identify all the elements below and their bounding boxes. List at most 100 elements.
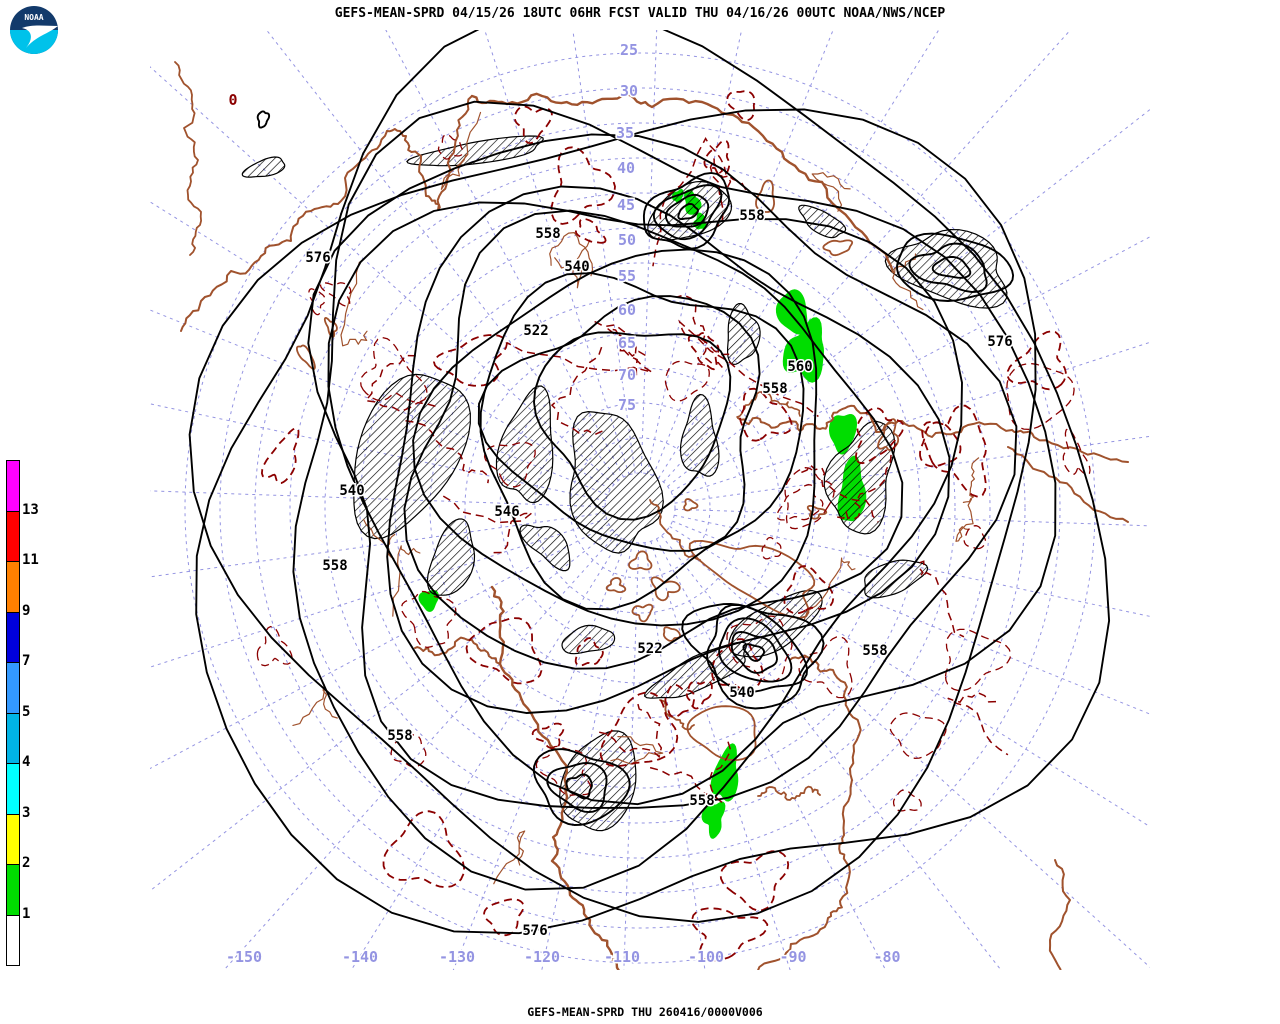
- vorticity-contour: [837, 443, 898, 521]
- vorticity-hatch-patch: [519, 524, 571, 572]
- height-contour: [533, 331, 732, 521]
- vorticity-contour: [776, 484, 824, 521]
- latitude-label: 65: [618, 334, 636, 352]
- coastline: [386, 95, 473, 211]
- vorticity-contour: [1062, 428, 1091, 476]
- caption-line-1: GEFS-MEAN-SPRD THU 260416/0000V006: [527, 1005, 763, 1019]
- vorticity-contour: [607, 327, 646, 376]
- spread-fill-patch: [701, 801, 726, 839]
- height-contour-label: 558: [387, 728, 412, 744]
- spread-fill-patch: [710, 743, 739, 802]
- river-line: [340, 261, 368, 347]
- river-line: [803, 557, 856, 621]
- coastline: [414, 636, 501, 665]
- vorticity-hatch-patch: [406, 135, 544, 167]
- vorticity-contour: [892, 789, 922, 812]
- meridian-line: [223, 533, 617, 970]
- colorbar-segment: [6, 864, 20, 916]
- colorbar-label: 7: [22, 653, 31, 669]
- coastline: [649, 499, 701, 561]
- longitude-label: -150: [226, 948, 262, 966]
- vorticity-hatch-patch: [561, 624, 616, 655]
- noaa-logo-sea: [10, 30, 58, 54]
- longitude-label: -130: [439, 948, 475, 966]
- vorticity-contour: [1006, 330, 1067, 391]
- river-line: [440, 111, 482, 190]
- height-contour-closed: [532, 748, 631, 826]
- height-contour-closed: [642, 171, 731, 250]
- height-contour-label: 558: [762, 381, 787, 397]
- colorbar-segment: [6, 763, 20, 815]
- height-contour-closed: [931, 256, 972, 279]
- vorticity-contour: [649, 741, 732, 805]
- height-contour-label: 576: [522, 923, 547, 939]
- height-contour-closed: [706, 603, 809, 693]
- colorbar-segment: [6, 662, 20, 714]
- colorbar-label: 2: [22, 855, 31, 871]
- river-line: [549, 232, 594, 277]
- height-contour: [188, 108, 1037, 923]
- height-contour: [403, 209, 904, 670]
- colorbar-segment: [6, 510, 20, 562]
- coastline: [1048, 859, 1071, 970]
- coastline-island: [296, 344, 316, 370]
- colorbar-label: 1: [22, 905, 31, 922]
- vorticity-contour: [691, 907, 769, 962]
- latitude-circle: [254, 122, 1026, 894]
- coastline-island: [631, 603, 654, 623]
- colorbar-label: 4: [22, 754, 31, 770]
- colorbar-label: 13: [22, 501, 39, 518]
- river-line: [292, 684, 338, 726]
- vorticity-contour: [308, 288, 326, 316]
- coastline-island: [323, 317, 338, 338]
- coastline-island: [662, 626, 681, 642]
- vorticity-hatch-patch: [426, 518, 476, 596]
- vorticity-contour: [889, 712, 947, 759]
- height-contour: [327, 201, 963, 806]
- height-contour: [307, 133, 1018, 809]
- vorticity-hatch-patch: [798, 204, 847, 239]
- vorticity-contour: [364, 354, 438, 413]
- vorticity-hatch-patch: [241, 156, 286, 178]
- river-line: [610, 736, 664, 765]
- height-contour-closed: [896, 232, 1015, 302]
- river-line: [811, 172, 851, 212]
- vorticity-contour: [854, 407, 905, 465]
- longitude-label: -100: [688, 948, 724, 966]
- longitude-label: -120: [524, 948, 560, 966]
- colorbar-segment: [6, 561, 20, 613]
- coastline: [174, 61, 202, 256]
- colorbar-segment: [6, 813, 20, 865]
- vorticity-contour: [359, 336, 428, 403]
- height-contour-closed: [652, 184, 723, 241]
- latitude-label: 40: [617, 159, 635, 177]
- colorbar-label: 11: [22, 552, 39, 568]
- longitude-label: -80: [873, 948, 900, 966]
- coastline: [736, 391, 801, 418]
- colorbar-segment: [6, 712, 20, 764]
- latitude-circle: [604, 472, 676, 544]
- latitude-label: 55: [618, 267, 636, 285]
- vorticity-contour: [761, 536, 782, 560]
- spread-fill-patch: [418, 589, 439, 612]
- vorticity-contour: [921, 404, 987, 498]
- height-contour-label: 558: [689, 793, 714, 809]
- coastline-island: [806, 505, 828, 520]
- vorticity-contour: [784, 467, 835, 530]
- vorticity-contour: [685, 680, 713, 710]
- noaa-logo: NOAA: [10, 6, 58, 54]
- vorticity-contour: [465, 617, 543, 685]
- height-contour-closed: [677, 202, 699, 221]
- height-contour-label: 558: [862, 643, 887, 659]
- height-contour-layer: [188, 30, 1111, 935]
- coastline-island: [686, 705, 757, 761]
- vorticity-contour: [709, 158, 732, 228]
- coastline-island: [650, 576, 681, 602]
- coastline-island: [755, 179, 775, 213]
- vorticity-contour: [687, 332, 720, 371]
- vorticity-contour: [483, 441, 536, 488]
- meridian-line: [652, 30, 834, 476]
- coastline: [490, 585, 620, 970]
- vorticity-contour: [405, 420, 490, 484]
